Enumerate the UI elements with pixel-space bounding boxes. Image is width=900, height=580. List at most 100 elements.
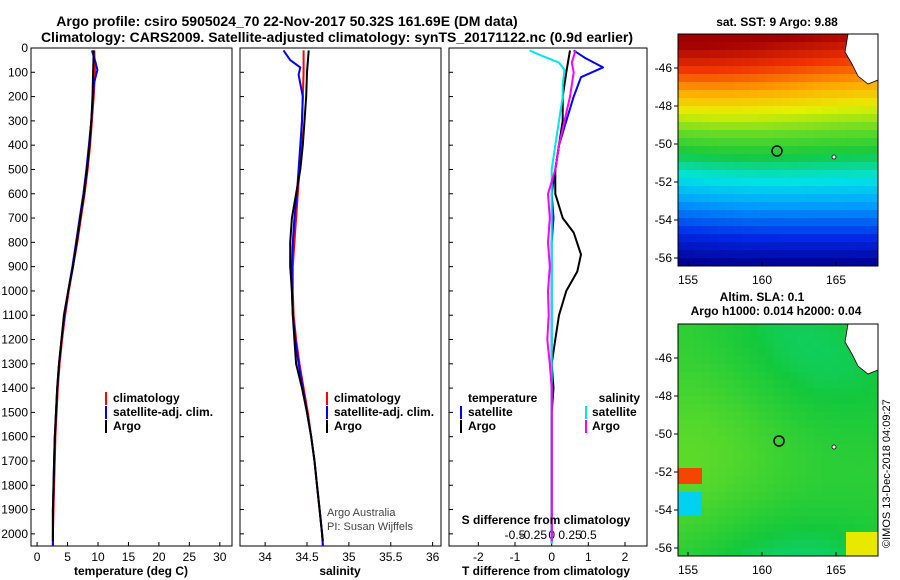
temperature-panel: 0100200300400500600700800900100011001200… — [1, 41, 233, 578]
map-pixel — [750, 348, 759, 357]
map-pixel — [782, 476, 791, 485]
map-pixel — [718, 226, 727, 235]
map-pixel — [750, 50, 759, 59]
map-pixel — [822, 130, 831, 139]
map-pixel — [750, 468, 759, 477]
temperature-axis-ticks: 0 5 10 15 20 25 30 — [34, 542, 227, 564]
map-pixel — [846, 524, 855, 533]
map-pixel — [854, 170, 863, 179]
map-pixel — [734, 170, 743, 179]
map-pixel — [838, 348, 847, 357]
map-pixel — [870, 428, 879, 437]
map-pixel — [870, 380, 879, 389]
map-pixel — [694, 154, 703, 163]
map-pixel — [846, 396, 855, 405]
x-tick-label: 36 — [426, 550, 440, 564]
map-pixel — [750, 162, 759, 171]
map-pixel — [726, 532, 735, 541]
map-pixel — [830, 388, 839, 397]
map-pixel — [734, 324, 743, 333]
map-pixel — [790, 130, 799, 139]
map-pixel — [766, 396, 775, 405]
map-pixel — [750, 436, 759, 445]
map-pixel — [710, 250, 719, 259]
map-pixel — [718, 388, 727, 397]
map-pixel — [694, 460, 703, 469]
map-pixel — [806, 66, 815, 75]
map-pixel — [750, 500, 759, 509]
map-pixel — [854, 258, 863, 267]
map-pixel — [686, 122, 695, 131]
map-pixel — [750, 114, 759, 123]
map-pixel — [718, 234, 727, 243]
map-pixel — [798, 340, 807, 349]
map-pixel — [766, 130, 775, 139]
map-pixel — [702, 340, 711, 349]
map-pixel — [814, 492, 823, 501]
map-pixel — [718, 476, 727, 485]
map-pixel — [830, 50, 839, 59]
map-pixel — [822, 452, 831, 461]
map-pixel — [774, 170, 783, 179]
map-pixel — [854, 242, 863, 251]
map-pixel — [774, 58, 783, 67]
map-pixel — [702, 250, 711, 259]
map-pixel — [726, 396, 735, 405]
map-pixel — [686, 154, 695, 163]
map-pixel — [862, 114, 871, 123]
map-pixel — [742, 356, 751, 365]
map-pixel — [846, 130, 855, 139]
map-pixel — [742, 122, 751, 131]
map-pixel — [774, 114, 783, 123]
map-pixel — [758, 516, 767, 525]
map-pixel — [694, 332, 703, 341]
map-pixel — [782, 540, 791, 549]
map-pixel — [838, 388, 847, 397]
map-pixel — [686, 476, 695, 485]
map-pixel — [830, 508, 839, 517]
map-pixel — [774, 396, 783, 405]
map-pixel — [822, 420, 831, 429]
map-pixel — [782, 226, 791, 235]
sst-map-image — [678, 33, 879, 267]
map-pixel — [694, 250, 703, 259]
map-pixel — [814, 74, 823, 83]
map-pixel — [686, 340, 695, 349]
map-pixel — [734, 34, 743, 43]
map-pixel — [678, 242, 687, 251]
map-pixel — [726, 130, 735, 139]
map-pixel — [694, 412, 703, 421]
map-pixel — [774, 412, 783, 421]
map-pixel — [750, 82, 759, 91]
map-pixel — [686, 138, 695, 147]
map-pixel — [694, 242, 703, 251]
map-pixel — [790, 218, 799, 227]
map-pixel — [854, 250, 863, 259]
map-pixel — [734, 548, 743, 557]
map-pixel — [782, 500, 791, 509]
map-pixel — [726, 226, 735, 235]
map-pixel — [726, 258, 735, 267]
map-pixel — [686, 332, 695, 341]
map-pixel — [830, 210, 839, 219]
map-pixel — [694, 106, 703, 115]
map-pixel — [814, 146, 823, 155]
map-pixel — [678, 234, 687, 243]
map-pixel — [734, 98, 743, 107]
map-pixel — [702, 324, 711, 333]
figure-title-line1: Argo profile: csiro 5905024_70 22-Nov-20… — [56, 13, 517, 29]
map-pixel — [750, 444, 759, 453]
map-pixel — [790, 412, 799, 421]
map-pixel — [726, 34, 735, 43]
map-pixel — [846, 98, 855, 107]
map-pixel — [814, 170, 823, 179]
map-pixel — [726, 372, 735, 381]
map-pixel — [710, 324, 719, 333]
map-pixel — [742, 42, 751, 51]
map-x-tick-label: 165 — [826, 273, 846, 287]
map-pixel — [742, 178, 751, 187]
map-pixel — [726, 404, 735, 413]
map-pixel — [678, 340, 687, 349]
map-pixel — [718, 34, 727, 43]
map-pixel — [798, 420, 807, 429]
